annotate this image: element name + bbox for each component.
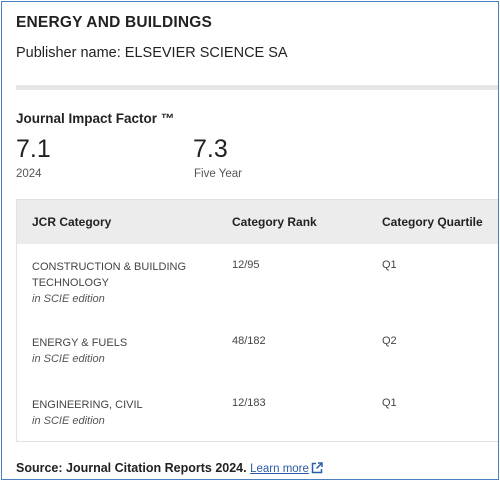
- impact-factor-heading: Journal Impact Factor ™: [16, 111, 175, 126]
- category-quartile: Q1: [382, 259, 397, 271]
- category-rank: 12/95: [232, 259, 260, 271]
- category-quartile: Q2: [382, 335, 397, 347]
- section-divider: [16, 85, 498, 90]
- edition-label: in SCIE edition: [32, 293, 105, 305]
- source-text: Source: Journal Citation Reports 2024.: [16, 461, 247, 475]
- category-name: ENGINEERING, CIVIL in SCIE edition: [32, 397, 202, 429]
- five-year-impact-value: 7.3: [193, 135, 228, 163]
- jcr-category-table: JCR Category Category Rank Category Quar…: [16, 199, 498, 442]
- category-label: ENGINEERING, CIVIL: [32, 399, 143, 411]
- impact-factor-value: 7.1: [16, 135, 51, 163]
- category-label: CONSTRUCTION & BUILDING TECHNOLOGY: [32, 261, 187, 289]
- column-header-category: JCR Category: [32, 215, 112, 229]
- learn-more-label: Learn more: [250, 463, 309, 475]
- column-header-rank: Category Rank: [232, 215, 317, 229]
- category-name: CONSTRUCTION & BUILDING TECHNOLOGY in SC…: [32, 259, 202, 307]
- impact-factor-year: 2024: [16, 168, 42, 180]
- edition-label: in SCIE edition: [32, 415, 105, 427]
- five-year-label: Five Year: [194, 168, 242, 180]
- publisher-name: Publisher name: ELSEVIER SCIENCE SA: [16, 45, 288, 61]
- category-name: ENERGY & FUELS in SCIE edition: [32, 335, 202, 367]
- journal-title: ENERGY AND BUILDINGS: [16, 14, 213, 31]
- learn-more-link[interactable]: Learn more: [250, 462, 323, 477]
- source-line: Source: Journal Citation Reports 2024. L…: [16, 461, 323, 477]
- table-header: JCR Category Category Rank Category Quar…: [17, 200, 498, 244]
- category-quartile: Q1: [382, 397, 397, 409]
- category-label: ENERGY & FUELS: [32, 337, 128, 349]
- edition-label: in SCIE edition: [32, 353, 105, 365]
- column-header-quartile: Category Quartile: [382, 215, 483, 229]
- category-rank: 48/182: [232, 335, 266, 347]
- category-rank: 12/183: [232, 397, 266, 409]
- external-link-icon: [311, 462, 323, 477]
